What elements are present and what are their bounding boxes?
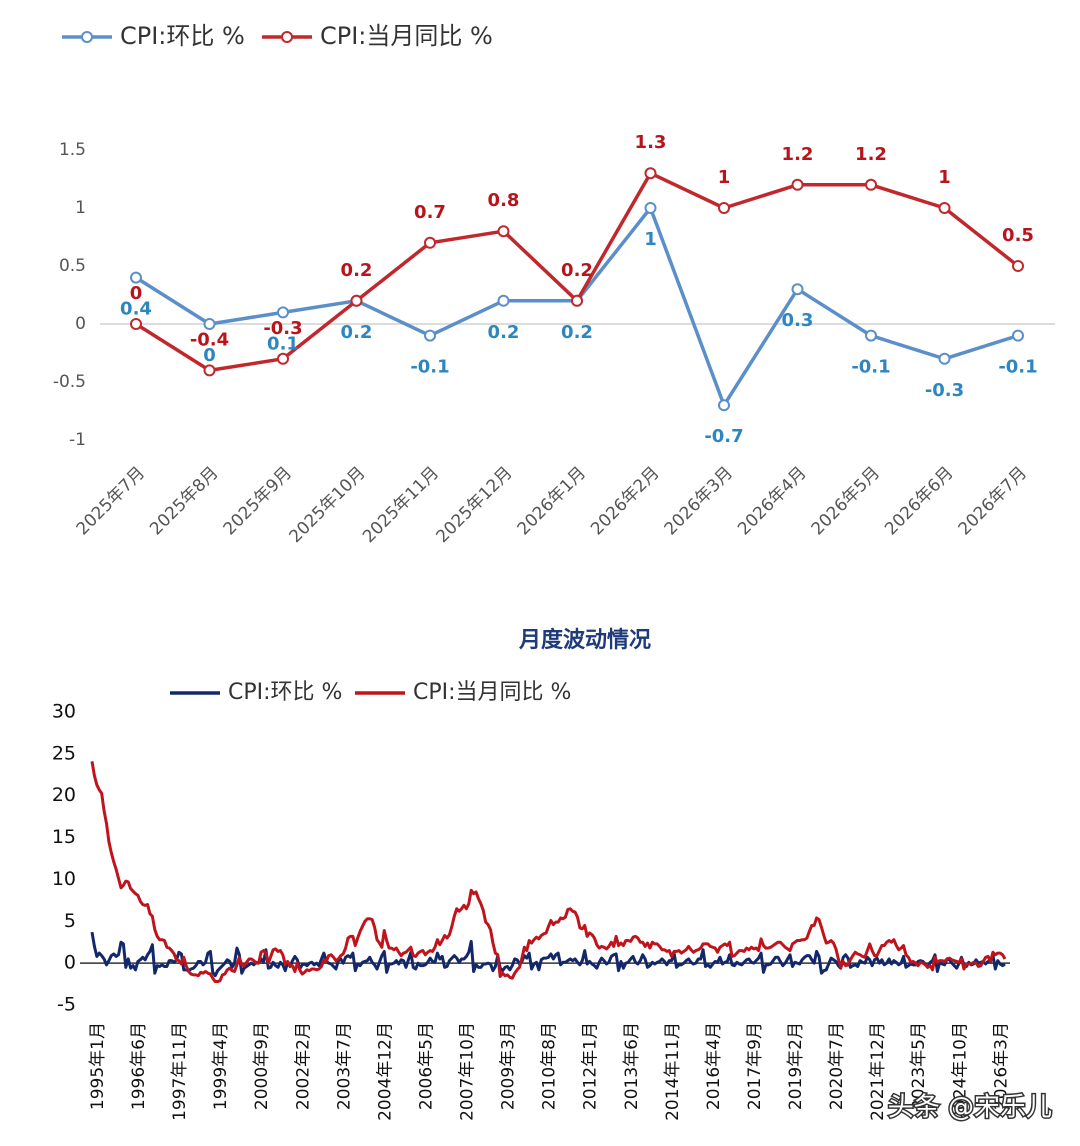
point (497, 294, 510, 307)
data-label: -0.1 (851, 357, 890, 378)
data-label: 0.2 (341, 322, 373, 343)
x-tick-label: 2002年2月 (293, 1022, 313, 1110)
legend-label: CPI:当月同比 % (413, 680, 571, 705)
point (791, 283, 804, 296)
x-tick-label: 2000年9月 (252, 1022, 272, 1110)
point (938, 352, 951, 365)
x-tick-label: 1997年11月 (170, 1022, 190, 1121)
data-label: 0.7 (414, 202, 446, 223)
series-line (90, 931, 1006, 978)
data-label: -0.7 (704, 426, 743, 447)
data-label: 0.8 (488, 190, 520, 211)
y-tick-label: 1.5 (59, 140, 86, 160)
point (718, 202, 730, 214)
x-tick-label: 2012年1月 (581, 1022, 601, 1110)
y-tick-label: 5 (64, 910, 76, 932)
y-tick-label: -1 (69, 430, 86, 450)
data-label: 0.2 (561, 322, 593, 343)
series-line (90, 761, 1007, 984)
data-label: 1 (718, 167, 731, 188)
x-tick-label: 1999年4月 (211, 1022, 231, 1110)
point (424, 236, 436, 249)
x-tick-label: 2004年12月 (375, 1022, 395, 1121)
point (938, 202, 951, 214)
y-tick-label: 15 (52, 826, 76, 848)
x-tick-label: 1995年1月 (88, 1022, 108, 1110)
data-label: -0.3 (263, 318, 302, 339)
x-tick-label: 2014年11月 (663, 1022, 683, 1121)
x-tick-label: 2024年10月 (950, 1022, 970, 1121)
x-tick-label: 2023年5月 (909, 1022, 929, 1110)
point (865, 329, 877, 342)
data-label: 0 (203, 345, 216, 366)
x-tick-label: 2016年4月 (704, 1022, 724, 1110)
y-tick-label: 20 (52, 784, 76, 806)
point (1012, 260, 1024, 272)
data-label: -0.3 (925, 380, 964, 401)
data-label: 0 (130, 283, 143, 304)
point (130, 271, 142, 284)
x-tick-label: 2020年7月 (827, 1022, 847, 1110)
point (203, 364, 216, 377)
x-tick-label: 1996年6月 (129, 1022, 149, 1110)
legend-label: CPI:当月同比 % (320, 22, 493, 50)
x-tick-label: 2010年8月 (540, 1022, 560, 1110)
point (865, 178, 877, 191)
data-label: 1.3 (635, 132, 667, 153)
x-tick-label: 2013年6月 (622, 1022, 642, 1110)
y-tick-label: 30 (52, 701, 76, 723)
point (277, 352, 289, 365)
point (791, 178, 804, 191)
x-tick-label: 2017年9月 (745, 1022, 765, 1110)
point (497, 225, 510, 238)
watermark: 头条 @宋乐儿 (888, 1093, 1052, 1123)
y-tick-label: 1 (75, 198, 86, 218)
point (1012, 329, 1024, 342)
data-label: 0.5 (1002, 225, 1034, 246)
point (203, 318, 216, 330)
y-tick-label: -0.5 (53, 372, 86, 392)
point (130, 318, 142, 330)
x-tick-label: 2007年10月 (458, 1022, 478, 1121)
y-tick-label: -5 (57, 994, 76, 1016)
data-label: 0.3 (782, 310, 814, 331)
data-label: 0.2 (341, 260, 373, 281)
point (277, 306, 289, 319)
data-label: 0.4 (120, 299, 152, 320)
x-tick-label: 2021年12月 (868, 1022, 888, 1121)
data-label: 1 (938, 167, 951, 188)
y-tick-label: 0 (75, 314, 86, 334)
data-label: 1.2 (782, 144, 814, 165)
data-label: 1.2 (855, 144, 887, 165)
y-tick-label: 10 (52, 868, 76, 890)
point (350, 294, 363, 307)
data-label: 1 (644, 229, 657, 250)
y-tick-label: 0.5 (59, 256, 86, 276)
point (571, 294, 583, 307)
data-label: -0.1 (410, 357, 449, 378)
data-label: -0.4 (190, 329, 229, 350)
legend-label: CPI:环比 % (228, 680, 342, 705)
y-tick-label: 0 (64, 952, 76, 974)
data-label: 0.2 (488, 322, 520, 343)
point (644, 202, 657, 214)
legend-label: CPI:环比 % (120, 22, 245, 50)
point (644, 167, 657, 180)
legend-marker (81, 31, 93, 43)
data-label: 0.1 (267, 333, 299, 354)
y-tick-label: 25 (52, 742, 76, 764)
x-tick-label: 2009年3月 (499, 1022, 519, 1110)
x-tick-label: 2019年2月 (786, 1022, 806, 1110)
x-tick-label: 2006年5月 (416, 1022, 436, 1110)
point (424, 329, 436, 342)
data-label: -0.1 (998, 357, 1037, 378)
chart-title: 月度波动情况 (518, 627, 651, 653)
x-tick-label: 2003年7月 (334, 1022, 354, 1110)
data-label: 0.2 (561, 260, 593, 281)
legend-marker (281, 31, 293, 43)
point (718, 399, 730, 412)
x-tick-label: 2026年3月 (991, 1022, 1011, 1110)
